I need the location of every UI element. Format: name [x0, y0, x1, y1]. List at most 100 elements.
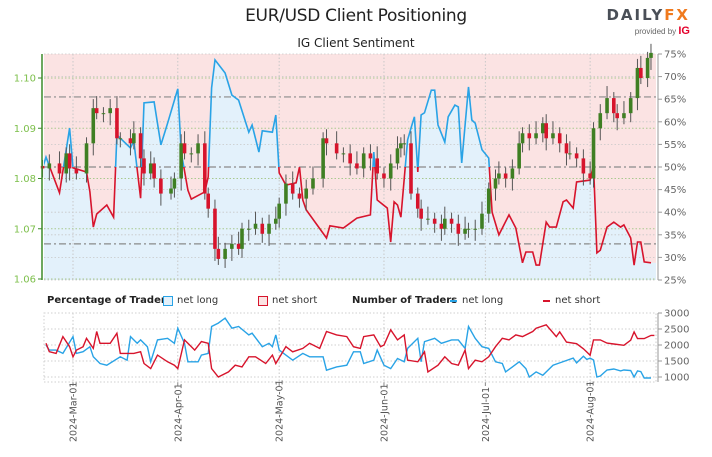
legend-percentage-title: Percentage of Traders [47, 295, 172, 306]
candle-body [568, 153, 572, 155]
candle-body [138, 133, 143, 159]
candle-body [94, 108, 99, 114]
candle-body [169, 188, 173, 194]
candle-body [341, 153, 346, 155]
net-short-pct-line [48, 167, 652, 266]
candle-body [486, 188, 491, 214]
traders-tick-label: 2500 [664, 325, 689, 336]
candle-body [267, 223, 271, 234]
candle-body [402, 143, 407, 145]
candle-body [612, 98, 616, 114]
pct-tick-label: 65% [664, 95, 686, 106]
pct-tick-label: 30% [664, 253, 686, 264]
candle-body [395, 148, 400, 164]
traders-tick-label: 1000 [664, 373, 689, 384]
candle-body [541, 123, 545, 134]
candle-body [172, 178, 177, 189]
candle-body [67, 153, 72, 169]
candle-body [361, 153, 366, 169]
candle-body [57, 163, 62, 174]
logo-daily: DAILY [606, 6, 665, 24]
candle-body [598, 113, 603, 129]
candle-body [182, 143, 187, 154]
candle-body [290, 183, 295, 194]
candle-body [355, 163, 359, 169]
net-long-area [44, 59, 656, 280]
candle-body [466, 228, 471, 230]
candle-body [189, 153, 194, 155]
x-tick-label: 2024-May-01 [275, 379, 286, 442]
pct-tick-label: 70% [664, 72, 686, 83]
candle-body [84, 143, 89, 174]
candle-body [388, 163, 393, 179]
candle-body [493, 178, 498, 189]
candle-body [574, 153, 579, 159]
traders-tick-label: 2000 [664, 341, 689, 352]
candle-body [649, 52, 653, 58]
candle-body [534, 133, 538, 139]
candle-body [321, 138, 325, 179]
candle-body [615, 113, 619, 119]
price-tick-label: 1.10 [14, 74, 36, 85]
price-tick-label: 1.08 [14, 174, 36, 185]
chart-title: EUR/USD Client Positioning [245, 6, 467, 26]
x-tick-label: 2024-Aug-01 [586, 381, 597, 442]
legend-pct-net-long: net long [177, 295, 219, 306]
candle-body [236, 243, 241, 249]
candle-body [101, 113, 106, 115]
pct-tick-label: 45% [664, 185, 686, 196]
pct-tick-label: 50% [664, 163, 686, 174]
pct-tick-label: 35% [664, 230, 686, 241]
x-tick-label: 2024-Apr-01 [173, 383, 184, 442]
x-tick-label: 2024-Jun-01 [379, 384, 390, 443]
candle-body [260, 223, 265, 234]
candle-body [206, 193, 210, 209]
pct-tick-label: 75% [664, 50, 686, 61]
chart-subtitle: IG Client Sentiment [297, 36, 415, 50]
price-tick-label: 1.06 [14, 275, 36, 286]
candle-body [324, 138, 329, 144]
candle-body [517, 143, 521, 169]
traders-panel-frame [43, 312, 657, 383]
candle-body [240, 228, 244, 249]
candle-body [203, 143, 207, 194]
candle-body [304, 188, 309, 199]
candle-body [503, 173, 508, 179]
candle-body [142, 158, 146, 174]
candle-body [520, 133, 525, 144]
candle-body [432, 218, 437, 224]
candle-body [551, 133, 555, 139]
logo-provided-by: provided by [634, 27, 677, 36]
traders-tick-label: 3000 [664, 309, 689, 320]
candle-body [588, 173, 592, 179]
candle-body [223, 248, 227, 259]
net-long-traders-line [45, 317, 651, 379]
legend-number-title: Number of Traders [352, 295, 458, 306]
candle-body [480, 213, 484, 229]
candle-body [510, 168, 515, 179]
candle-body [246, 228, 251, 230]
candle-body [213, 208, 217, 249]
candle-body [497, 173, 501, 179]
pct-tick-label: 25% [664, 276, 686, 287]
candle-body [375, 158, 379, 174]
candle-body [463, 228, 467, 234]
candle-body [64, 153, 69, 174]
candle-body [409, 143, 413, 194]
legend-num-net-short: net short [555, 295, 601, 306]
candle-body [628, 98, 633, 114]
candle-body [128, 138, 133, 144]
legend-num-net-short-swatch [543, 300, 550, 302]
candle-body [74, 168, 79, 174]
candle-body [348, 153, 352, 164]
legend-pct-net-short-swatch [258, 296, 268, 306]
candle-body [456, 223, 461, 234]
legend-pct-net-long-swatch [163, 296, 173, 306]
candle-body [419, 208, 423, 219]
candle-body [47, 163, 52, 169]
price-tick-label: 1.07 [14, 224, 36, 235]
candle-body [274, 218, 278, 224]
candle-body [334, 143, 339, 154]
candle-body [148, 163, 153, 174]
